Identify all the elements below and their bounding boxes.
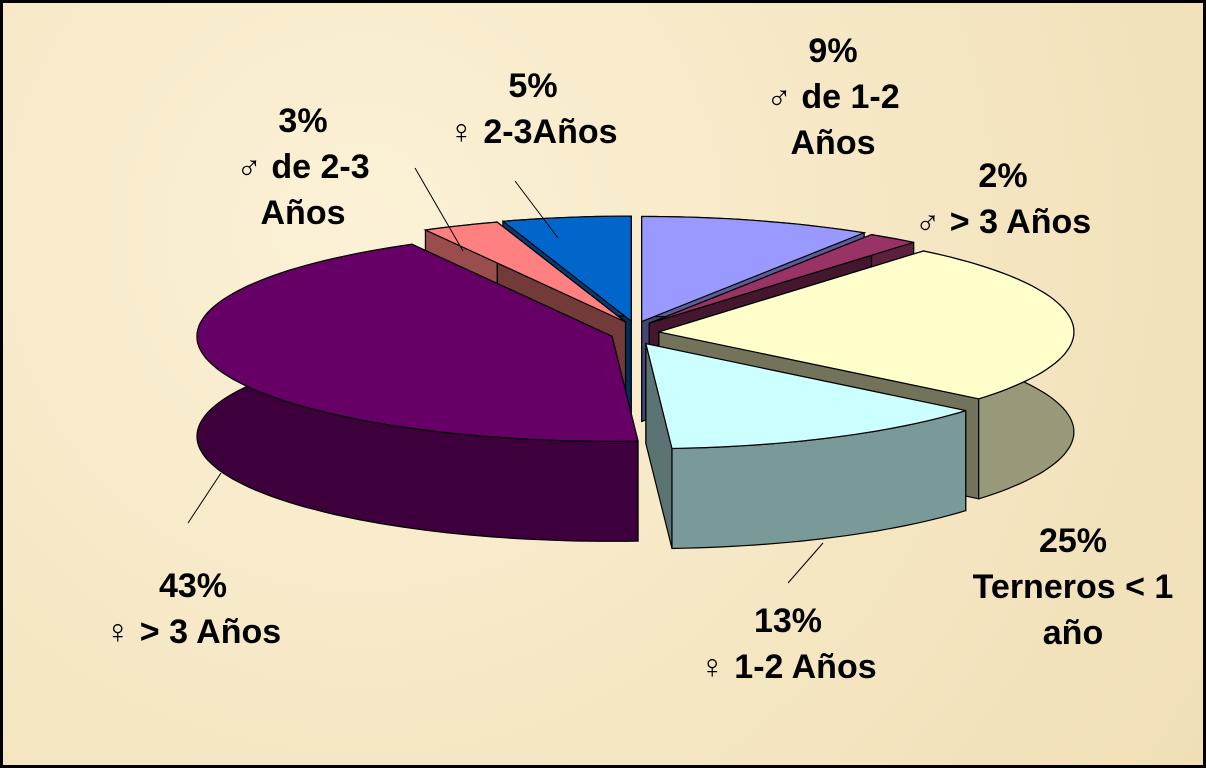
leader-line xyxy=(787,542,824,584)
slice xyxy=(645,342,967,550)
category-label: ♀ > 3 Años xyxy=(104,613,282,651)
data-label: 5% ♀ 2-3Años xyxy=(423,63,643,155)
value-label: 25% xyxy=(1038,522,1108,560)
data-label: 13% ♀ 1-2 Años xyxy=(658,598,918,690)
slice-top xyxy=(501,215,632,323)
slice-top xyxy=(423,221,626,323)
category-label: ♀ 1-2 Años xyxy=(699,648,877,686)
slice-top xyxy=(658,250,1075,400)
leader-line xyxy=(514,180,559,239)
data-label: 9% ♂ de 1-2 Años xyxy=(733,28,933,166)
data-label: 3% ♂ de 2-3 Años xyxy=(223,98,383,236)
data-label: 25% Terneros < 1 año xyxy=(966,518,1181,656)
value-label: 9% xyxy=(808,32,858,70)
slice-top xyxy=(645,342,966,450)
slice-top xyxy=(196,243,639,442)
slice xyxy=(196,243,639,542)
leader-line xyxy=(414,167,464,252)
value-label: 5% xyxy=(508,67,558,105)
value-label: 3% xyxy=(278,102,328,140)
value-label: 43% xyxy=(158,567,228,605)
data-label: 43% ♀ > 3 Años xyxy=(63,563,323,655)
leader-line xyxy=(187,472,222,524)
pie-plot xyxy=(187,167,1075,584)
category-label: Terneros < 1 año xyxy=(972,568,1174,652)
value-label: 2% xyxy=(978,157,1028,195)
slice-top xyxy=(648,233,914,324)
category-label: ♀ 2-3Años xyxy=(448,113,618,151)
category-label: ♂ de 2-3 Años xyxy=(236,148,370,232)
slice-top xyxy=(641,215,867,323)
category-label: ♂ de 1-2 Años xyxy=(766,78,900,162)
value-label: 13% xyxy=(753,602,823,640)
data-label: 2% ♂ > 3 Años xyxy=(873,153,1133,245)
category-label: ♂ > 3 Años xyxy=(914,203,1092,241)
